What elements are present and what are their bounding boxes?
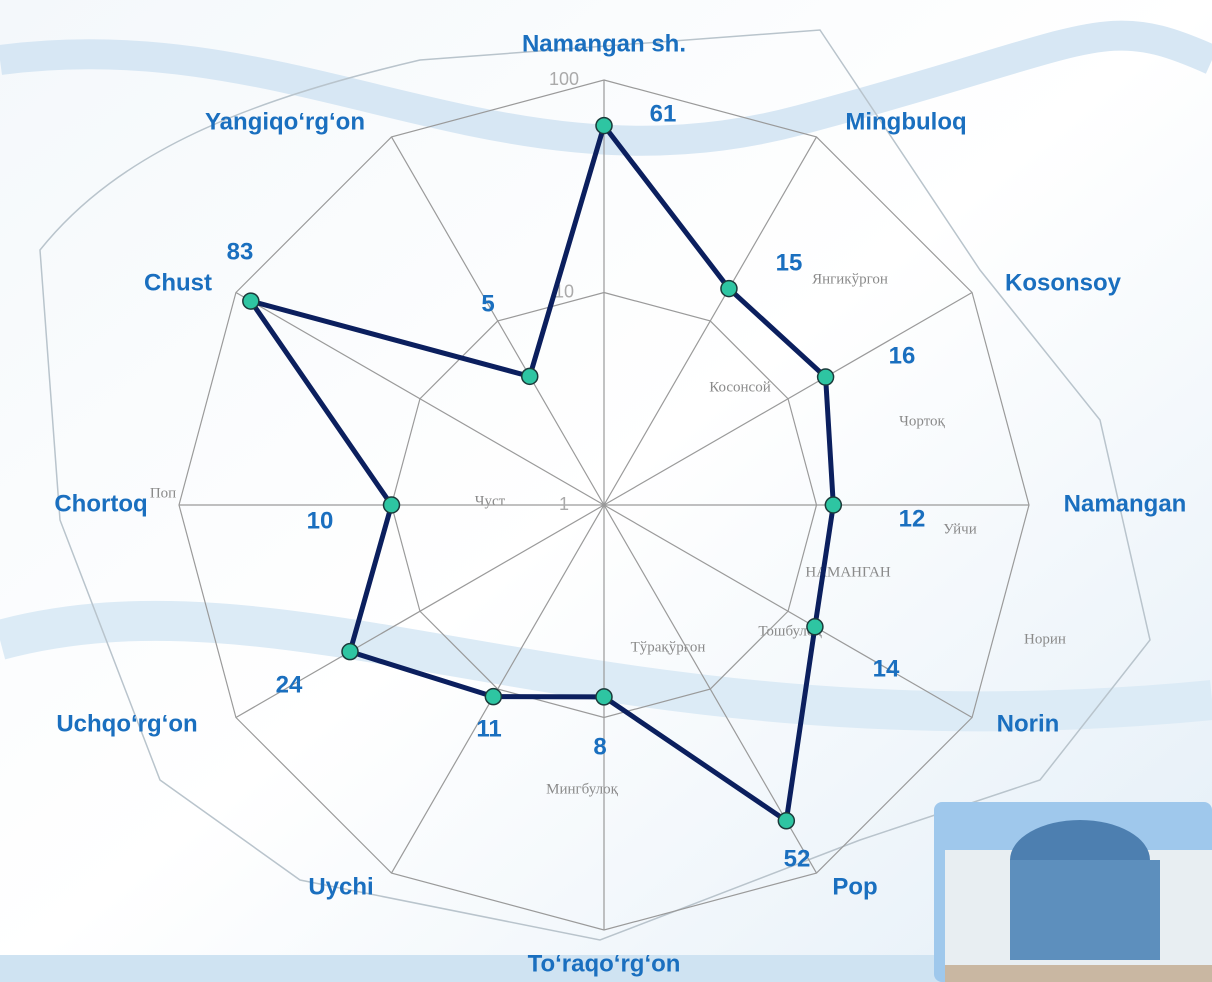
- category-label: Norin: [997, 710, 1060, 737]
- data-label: 11: [476, 715, 501, 742]
- chart: Янгикўргон Косонсой Чортоқ Уйчи НАМАНГАН Нори…: [0, 0, 1212, 982]
- marker: [596, 689, 612, 705]
- data-label: 83: [227, 238, 254, 265]
- category-label: Mingbuloq: [845, 108, 966, 135]
- map-label: Янгикўргон: [812, 271, 888, 287]
- data-label: 52: [784, 845, 811, 872]
- category-label: Namangan: [1064, 490, 1187, 517]
- category-label: Kosonsoy: [1005, 269, 1122, 296]
- map-label: Тўрақўрғон: [631, 639, 706, 655]
- marker: [243, 293, 259, 309]
- marker: [721, 281, 737, 297]
- map-label: НАМАНГАН: [805, 564, 891, 580]
- map-label: Чуст: [475, 493, 506, 509]
- data-label: 15: [776, 249, 803, 276]
- marker: [342, 644, 358, 660]
- map-label: Косонсой: [709, 379, 771, 395]
- r-tick-label: 1: [559, 494, 569, 514]
- data-label: 8: [593, 733, 606, 760]
- data-label: 61: [650, 100, 677, 127]
- category-label: Yangiqo‘rg‘on: [205, 108, 365, 135]
- category-label: Pop: [832, 873, 877, 900]
- data-label: 16: [889, 342, 916, 369]
- map-label: Поп: [150, 485, 176, 501]
- data-label: 12: [899, 505, 926, 532]
- data-label: 24: [276, 671, 303, 698]
- marker: [485, 689, 501, 705]
- photo: [934, 802, 1212, 982]
- category-label: To‘raqo‘rg‘on: [528, 950, 681, 977]
- photo-glass: [1010, 860, 1160, 960]
- marker: [596, 118, 612, 134]
- r-tick-label: 100: [549, 69, 579, 89]
- marker: [818, 369, 834, 385]
- data-label: 14: [873, 655, 900, 682]
- marker: [384, 497, 400, 513]
- marker: [522, 368, 538, 384]
- category-label: Namangan sh.: [522, 30, 686, 57]
- category-label: Uchqo‘rg‘on: [56, 710, 197, 737]
- map-label: Норин: [1024, 631, 1066, 647]
- marker: [778, 813, 794, 829]
- map-label: Уйчи: [943, 521, 976, 537]
- category-label: Chust: [144, 269, 212, 296]
- marker: [807, 619, 823, 635]
- data-label: 10: [307, 507, 334, 534]
- map-label: Чортоқ: [899, 413, 945, 429]
- category-label: Uychi: [308, 873, 373, 900]
- map-label: Мингбулоқ: [546, 781, 618, 797]
- category-label: Chortoq: [54, 490, 147, 517]
- marker: [825, 497, 841, 513]
- data-label: 5: [481, 290, 494, 317]
- photo-ground: [945, 965, 1212, 982]
